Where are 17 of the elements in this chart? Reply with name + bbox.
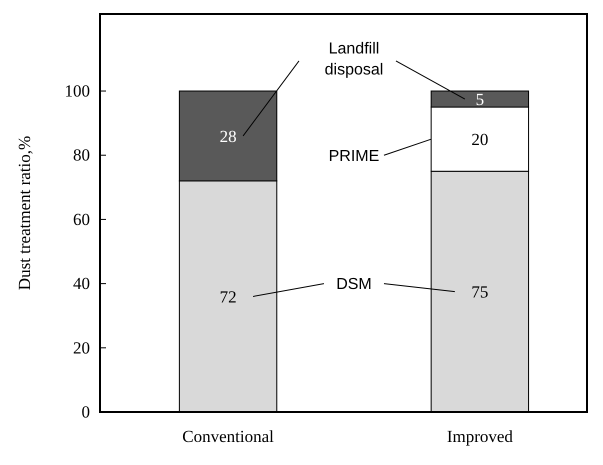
y-tick-label: 0 [82, 402, 90, 422]
y-tick-label: 20 [73, 338, 90, 358]
y-axis-title: Dust treatment ratio,% [15, 136, 34, 290]
y-tick-label: 100 [64, 81, 90, 100]
data-label: 28 [220, 126, 237, 146]
data-label: 5 [476, 90, 484, 110]
data-label: 72 [220, 287, 237, 306]
x-tick-label: Conventional [182, 427, 274, 446]
legend-label: PRIME [328, 148, 380, 165]
data-label: 75 [471, 282, 488, 302]
x-tick-label: Improved [446, 427, 514, 446]
y-tick-label: 80 [73, 146, 90, 165]
y-tick-label: 40 [73, 274, 90, 294]
text: Landfill disposal [324, 40, 384, 78]
legend-label: DSM [336, 276, 372, 294]
y-tick-label: 60 [73, 210, 90, 229]
data-label: 20 [471, 130, 488, 150]
